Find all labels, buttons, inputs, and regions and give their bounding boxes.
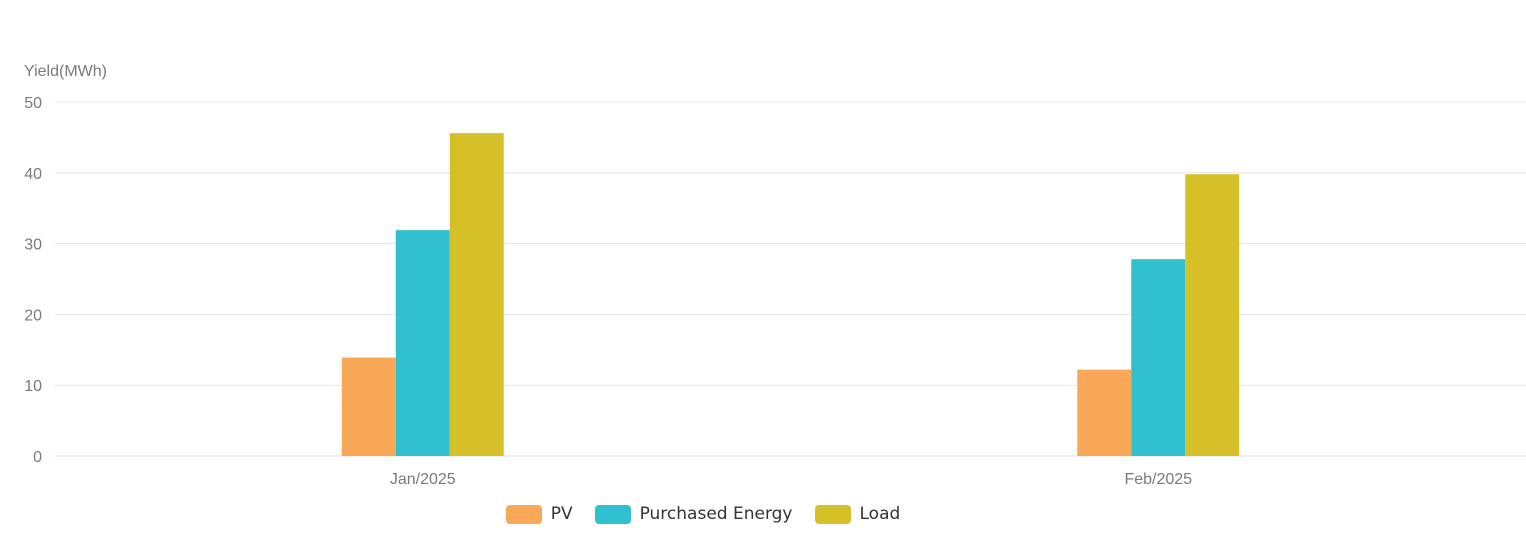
bar-pv <box>341 357 396 456</box>
bar-load <box>449 133 504 457</box>
legend-swatch <box>505 504 542 524</box>
legend-swatch <box>594 504 631 524</box>
bar-purchased-energy <box>1131 259 1186 456</box>
bar-purchased-energy <box>395 230 450 456</box>
legend-item-pv[interactable]: PV <box>505 504 573 524</box>
y-tick-label: 40 <box>24 166 42 183</box>
bar-load <box>1185 174 1240 456</box>
legend-item-purchased-energy[interactable]: Purchased Energy <box>594 504 793 524</box>
legend-label: PV <box>550 504 573 524</box>
bar-pv <box>1077 369 1132 456</box>
legend-swatch <box>814 504 851 524</box>
y-tick-label: 20 <box>24 307 42 324</box>
y-tick-label: 30 <box>24 237 42 254</box>
y-tick-label: 10 <box>24 378 42 395</box>
legend: PV Purchased Energy Load <box>0 504 1466 524</box>
x-tick-label: Feb/2025 <box>1124 471 1192 488</box>
legend-label: Load <box>859 504 901 524</box>
y-axis-label: Yield(MWh) <box>24 63 107 80</box>
legend-label: Purchased Energy <box>639 504 793 524</box>
x-tick-label: Jan/2025 <box>390 471 456 488</box>
y-tick-label: 0 <box>33 449 42 466</box>
legend-item-load[interactable]: Load <box>814 504 901 524</box>
y-tick-label: 50 <box>24 95 42 112</box>
